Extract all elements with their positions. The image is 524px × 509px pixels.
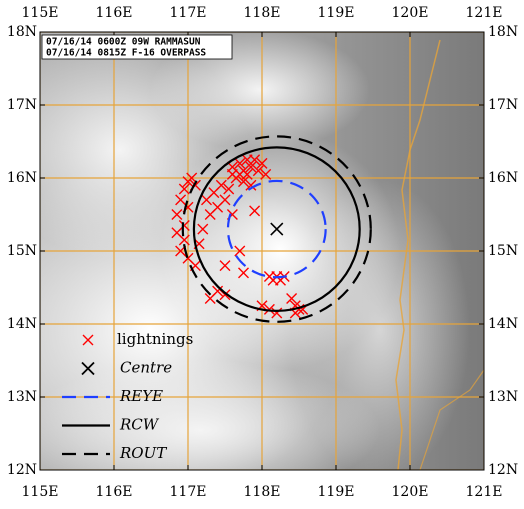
plot-layer: lightnings Centre REYE RCW ROUT (39, 31, 485, 471)
lightning-point (245, 161, 257, 173)
lightning-point (219, 260, 231, 272)
y-tick-label: 14N (488, 316, 518, 332)
centre-point (270, 222, 284, 236)
lightning-point (263, 303, 275, 315)
marks (171, 135, 372, 323)
lightning-point (234, 157, 246, 169)
lightning-point (212, 201, 224, 213)
lightning-point (226, 168, 238, 180)
y-tick-label: 16N (488, 170, 518, 186)
lightning-point (245, 179, 257, 191)
lightning-point (197, 223, 209, 235)
y-tick-label: 18N (7, 24, 37, 40)
lightning-point (260, 168, 272, 180)
radius-circle (181, 135, 372, 323)
x-tick-label: 120E (392, 5, 429, 21)
y-tick-label: 17N (7, 97, 37, 113)
legend-label: lightnings (117, 330, 193, 348)
y-tick-label: 14N (7, 316, 37, 332)
x-tick-label: 116E (96, 5, 133, 21)
grid (40, 32, 484, 470)
legend-label: ROUT (119, 444, 167, 462)
x-tick-label: 121E (466, 484, 503, 500)
legend-label: RCW (119, 416, 160, 434)
annotation-line: 07/16/14 0815Z F-16 OVERPASS (46, 48, 206, 59)
y-tick-label: 13N (7, 389, 37, 405)
x-tick-label: 115E (22, 5, 59, 21)
satellite-image (40, 32, 484, 470)
lightning-point (238, 267, 249, 279)
y-tick-label: 13N (488, 389, 518, 405)
x-tick-label: 118E (244, 484, 281, 500)
legend-label: Centre (120, 359, 172, 377)
y-tick-label: 16N (7, 170, 37, 186)
annotation-line: 07/16/14 0600Z 09W RAMMASUN (46, 37, 201, 48)
legend-marker (81, 361, 95, 376)
y-tick-label: 15N (488, 243, 518, 259)
x-tick-label: 119E (318, 484, 355, 500)
legend: lightnings Centre REYE RCW ROUT (62, 330, 193, 462)
plot-frame (39, 31, 485, 471)
lightning-point (249, 205, 261, 217)
legend-label: REYE (119, 387, 163, 405)
x-tick-label: 115E (22, 484, 59, 500)
x-tick-label: 121E (466, 5, 503, 21)
y-tick-label: 15N (7, 243, 37, 259)
x-tick-label: 120E (392, 484, 429, 500)
x-tick-label: 119E (318, 5, 355, 21)
lightning-point (215, 179, 227, 191)
x-tick-label: 118E (244, 5, 281, 21)
y-tick-label: 12N (7, 462, 37, 478)
annotation-box (41, 34, 233, 60)
x-tick-label: 117E (170, 484, 207, 500)
radius-circle (226, 179, 327, 279)
y-tick-label: 18N (488, 24, 518, 40)
lightning-point (178, 234, 190, 246)
radius-circle (192, 146, 361, 312)
lightning-point (223, 183, 235, 195)
lightning-point (178, 183, 190, 195)
y-tick-label: 12N (488, 462, 518, 478)
legend-marker (82, 334, 94, 346)
lightning-point (286, 292, 298, 304)
x-tick-label: 117E (170, 5, 207, 21)
lightning-point (241, 154, 253, 166)
lightning-point (252, 165, 264, 177)
lightning-point (234, 245, 246, 257)
lightning-point (256, 157, 268, 169)
x-tick-label: 116E (96, 484, 133, 500)
y-tick-label: 17N (488, 97, 518, 113)
lightning-point (204, 292, 216, 304)
lightning-point (171, 209, 183, 220)
lightning-point (238, 176, 249, 188)
